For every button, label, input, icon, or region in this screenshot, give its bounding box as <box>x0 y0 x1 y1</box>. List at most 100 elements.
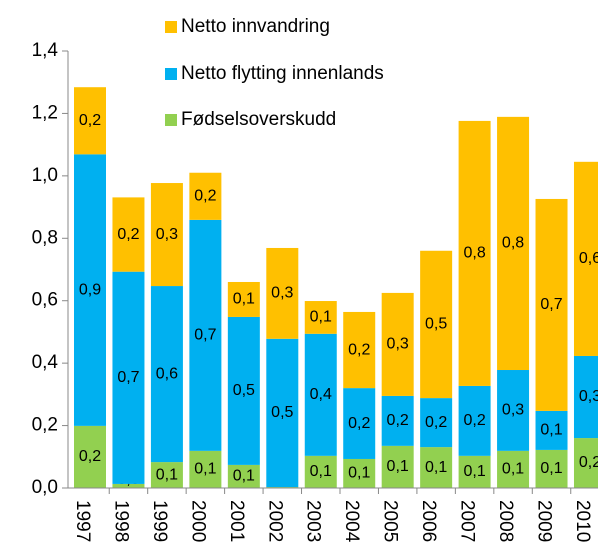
data-label: 0,2 <box>348 415 370 432</box>
data-label: 0,3 <box>156 226 178 243</box>
bar-segment <box>304 301 337 334</box>
data-label: 0,8 <box>502 235 524 252</box>
x-tick-label: 2004 <box>341 500 362 543</box>
bar-segment <box>420 250 453 399</box>
data-label: 0,1 <box>348 465 370 482</box>
bar-segment <box>573 161 598 356</box>
bar-segment <box>343 458 376 488</box>
data-label: 0,1 <box>540 460 562 477</box>
legend-swatch <box>165 21 177 33</box>
bar-segment <box>74 154 106 426</box>
data-label: 0,2 <box>579 454 598 471</box>
data-label: 0,2 <box>117 226 139 243</box>
bar-segment <box>381 395 414 446</box>
x-tick-label: 2001 <box>226 500 247 542</box>
bar-segment <box>189 219 222 451</box>
legend-swatch <box>165 68 177 80</box>
x-tick-label: 1998 <box>110 500 131 542</box>
bar-segment <box>573 438 598 488</box>
data-label: 0,5 <box>233 382 255 399</box>
bar-segment <box>304 333 337 456</box>
bar-segment <box>420 447 453 488</box>
x-tick-label: 2005 <box>380 500 401 542</box>
data-label: 0,2 <box>387 412 409 429</box>
bar-segment <box>112 271 145 484</box>
data-label: 0,6 <box>579 250 598 267</box>
x-tick-label: 2007 <box>457 500 478 542</box>
bar-segment <box>227 281 260 317</box>
bar-segment <box>497 450 530 488</box>
data-label: 0,6 <box>156 365 178 382</box>
y-tick-label: 1,0 <box>32 165 58 186</box>
data-label: 0,1 <box>540 422 562 439</box>
bar-segment <box>343 388 376 459</box>
data-label: 0,8 <box>463 245 485 262</box>
bar-segment <box>112 197 145 272</box>
bar-segment <box>343 311 376 389</box>
data-label: 0,5 <box>425 316 447 333</box>
bar-segment <box>420 398 453 448</box>
bar-segment <box>266 247 299 339</box>
bar-segment <box>150 183 183 287</box>
y-tick-label: 0,8 <box>32 227 58 248</box>
x-tick-label: 2002 <box>264 500 285 542</box>
bar-segment <box>535 449 568 488</box>
x-tick-label: 2010 <box>572 500 593 542</box>
bar-segment <box>227 316 260 465</box>
data-label: 0,1 <box>425 459 447 476</box>
data-label: 0,2 <box>79 448 101 465</box>
y-tick-label: 0,0 <box>32 477 58 498</box>
x-tick-label: 2008 <box>495 500 516 542</box>
bar-segment <box>458 455 491 488</box>
data-label: 0,5 <box>271 404 293 421</box>
bar-segment <box>266 338 299 488</box>
bar-segment <box>74 87 106 155</box>
y-tick-label: 1,2 <box>32 102 58 123</box>
bar-segment <box>458 120 491 386</box>
y-tick-label: 0,6 <box>32 290 58 311</box>
x-tick-label: 2000 <box>187 500 208 542</box>
data-label: 0,1 <box>233 468 255 485</box>
bar-segment <box>381 292 414 396</box>
data-label: 0,2 <box>194 188 216 205</box>
bar-segment <box>150 286 183 463</box>
data-label: 0,7 <box>117 369 139 386</box>
data-label: 0,1 <box>387 458 409 475</box>
data-label: 0,1 <box>233 291 255 308</box>
legend-label: Netto innvandring <box>181 16 330 37</box>
data-label: 0,3 <box>579 388 598 405</box>
data-label: 0,1 <box>502 461 524 478</box>
bar-segment <box>497 370 530 451</box>
data-label: 0,4 <box>310 386 332 403</box>
x-tick-label: 2003 <box>303 500 324 542</box>
data-label: 0,2 <box>463 412 485 429</box>
data-label: 0,2 <box>79 112 101 129</box>
data-label: 0,3 <box>502 402 524 419</box>
data-label: 0,1 <box>310 463 332 480</box>
data-label: 0,7 <box>194 327 216 344</box>
bar-segment <box>497 116 530 371</box>
legend-label: Netto flytting innenlands <box>181 63 384 84</box>
data-label: 0,3 <box>387 336 409 353</box>
data-label: 0,1 <box>156 466 178 483</box>
data-label: 0,1 <box>463 463 485 480</box>
data-label: 0,1 <box>310 309 332 326</box>
bar-segment <box>381 445 414 488</box>
data-label: 0,1 <box>194 461 216 478</box>
bar-segment <box>458 385 491 456</box>
data-label: 0,3 <box>271 285 293 302</box>
legend-label: Fødselsoverskudd <box>181 109 336 130</box>
data-label: 0,9 <box>79 281 101 298</box>
bar-segment <box>573 355 598 439</box>
bar-segment <box>112 483 145 488</box>
bar-segment <box>227 464 260 488</box>
data-label: 0,7 <box>540 296 562 313</box>
bar-segment <box>304 455 337 488</box>
data-label: 0,2 <box>348 341 370 358</box>
bar-segment <box>535 410 568 450</box>
y-tick-label: 0,4 <box>32 352 59 373</box>
bar-segment <box>189 172 222 220</box>
legend-swatch <box>165 114 177 126</box>
x-tick-label: 2009 <box>534 500 555 542</box>
bar-segment <box>150 462 183 488</box>
